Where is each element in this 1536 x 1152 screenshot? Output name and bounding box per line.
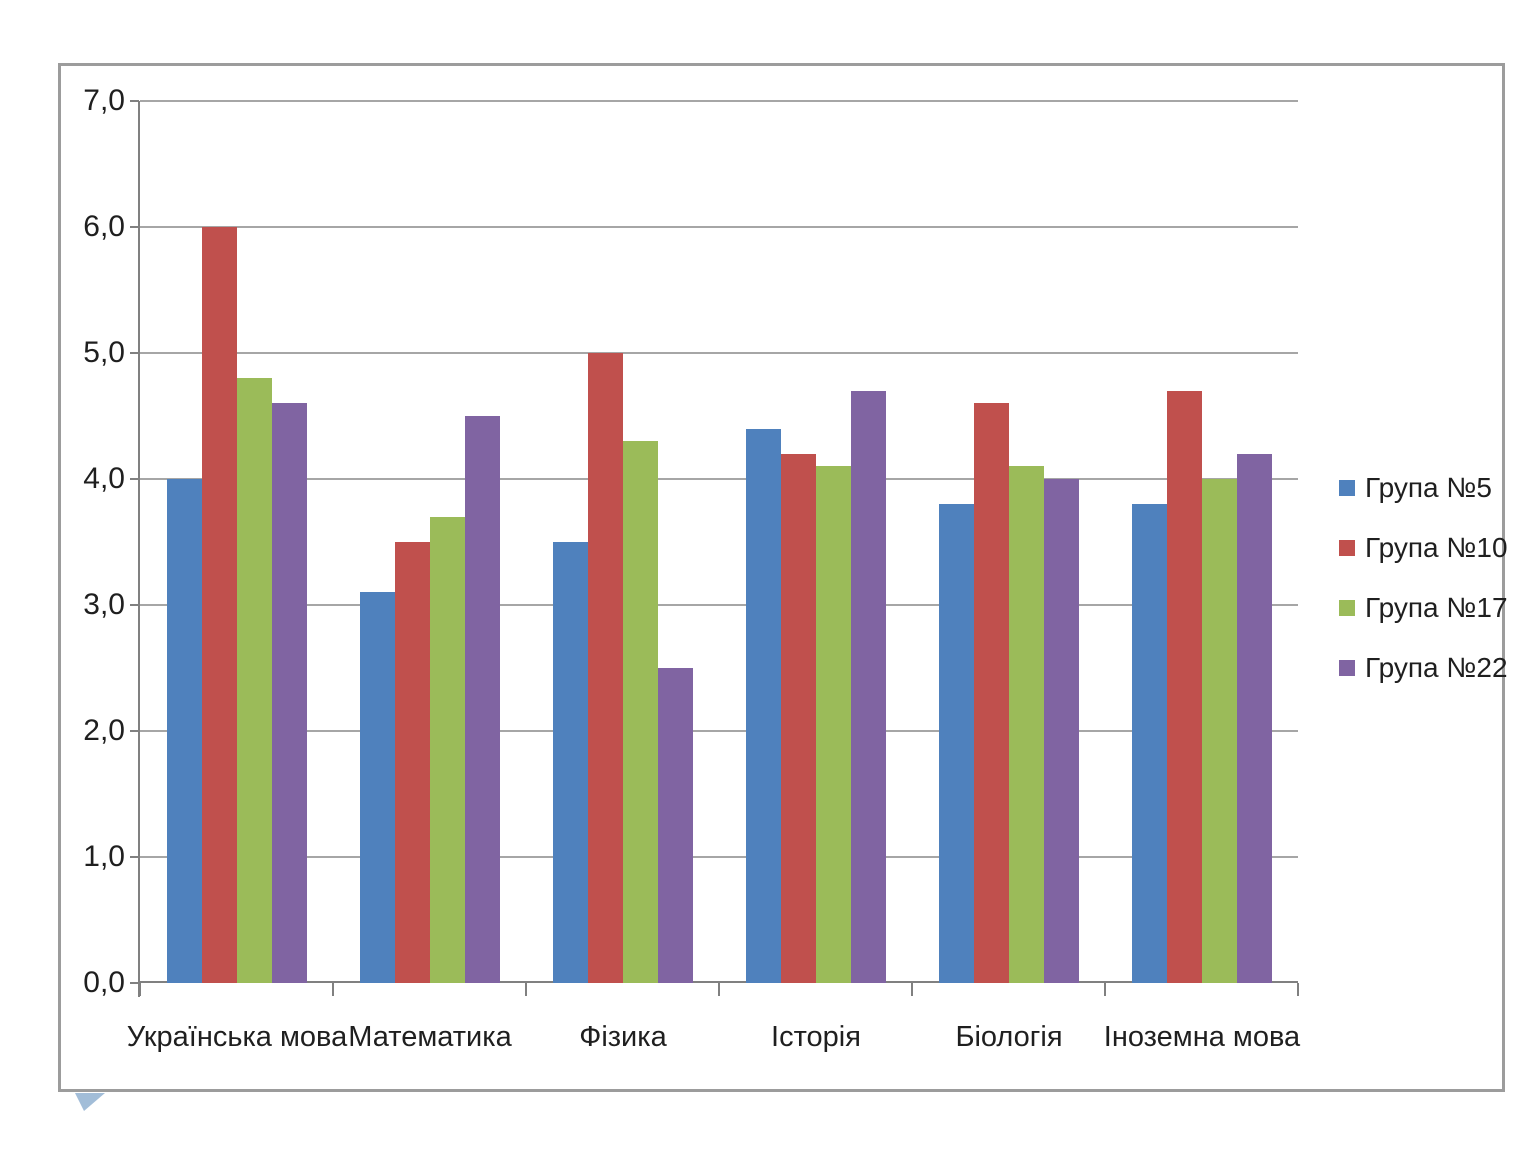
y-axis-tick <box>130 478 139 480</box>
x-axis-line <box>140 981 1298 983</box>
x-axis-tick <box>139 983 141 996</box>
legend-label: Група №5 <box>1365 472 1492 503</box>
gridline <box>140 352 1298 354</box>
legend-label: Група №17 <box>1365 592 1508 623</box>
bar-Група-№10-3 <box>588 353 623 983</box>
bar-Група-№5-1 <box>167 479 202 983</box>
y-axis-tick-label: 6,0 <box>83 210 125 243</box>
chart-frame: 0,0 1,0 2,0 3,0 4,0 5,0 6,0 7,0 Українська мова… <box>58 63 1508 1092</box>
y-axis-tick-label: 5,0 <box>83 336 125 369</box>
bar-Група-№5-6 <box>1132 504 1167 983</box>
y-axis-tick <box>130 226 139 228</box>
y-axis-tick <box>130 982 139 984</box>
x-axis-category-label: Фізика <box>579 1021 667 1053</box>
gridline <box>140 730 1298 732</box>
bar-Група-№22-5 <box>1044 479 1079 983</box>
bar-Група-№22-4 <box>851 390 886 983</box>
bar-Група-№5-3 <box>553 542 588 983</box>
gridline <box>140 478 1298 480</box>
bar-Група-№10-2 <box>395 542 430 983</box>
legend-item: Група №22 <box>1339 652 1508 683</box>
gridline <box>140 604 1298 606</box>
bar-Група-№10-5 <box>974 403 1009 983</box>
legend-swatch <box>1339 660 1355 676</box>
gridline <box>140 226 1298 228</box>
bar-Група-№10-6 <box>1167 390 1202 983</box>
legend-label: Група №10 <box>1365 532 1508 563</box>
x-axis-tick <box>911 983 913 996</box>
x-axis-tick <box>1104 983 1106 996</box>
y-axis-tick <box>130 100 139 102</box>
bar-Група-№22-6 <box>1237 453 1272 983</box>
y-axis-tick <box>130 730 139 732</box>
y-axis-tick-label: 7,0 <box>83 84 125 117</box>
gridline <box>140 100 1298 102</box>
bar-Група-№17-3 <box>623 441 658 983</box>
legend: Група №5 Група №10 Група №17 Група №22 <box>1339 472 1508 713</box>
y-axis-tick-label: 1,0 <box>83 840 125 873</box>
bar-Група-№17-4 <box>816 466 851 983</box>
y-axis-tick <box>130 856 139 858</box>
legend-label: Група №22 <box>1365 652 1508 683</box>
bar-Група-№5-5 <box>939 504 974 983</box>
x-axis-tick <box>525 983 527 996</box>
y-axis-tick-label: 0,0 <box>83 966 125 999</box>
y-axis-tick <box>130 352 139 354</box>
plot-area <box>130 100 1299 997</box>
bar-Група-№10-1 <box>202 227 237 983</box>
bar-Група-№17-1 <box>237 378 272 983</box>
legend-item: Група №17 <box>1339 592 1508 623</box>
y-axis-tick-label: 2,0 <box>83 714 125 747</box>
gridline <box>140 856 1298 858</box>
y-axis-tick-label: 3,0 <box>83 588 125 621</box>
legend-swatch <box>1339 600 1355 616</box>
x-axis-category-label: Іноземна мова <box>1103 1021 1301 1053</box>
bar-Група-№22-3 <box>658 668 693 983</box>
bar-Група-№17-6 <box>1202 479 1237 983</box>
x-axis-category-label: Історія <box>771 1021 861 1053</box>
x-axis-category-label: Математика <box>348 1021 512 1053</box>
legend-item: Група №10 <box>1339 532 1508 563</box>
x-axis-tick <box>718 983 720 996</box>
legend-item: Група №5 <box>1339 472 1508 503</box>
x-axis-category-label: Українська мова <box>126 1021 348 1053</box>
legend-swatch <box>1339 480 1355 496</box>
y-axis-tick-label: 4,0 <box>83 462 125 495</box>
x-axis-tick <box>332 983 334 996</box>
x-axis-category-label: Біологія <box>955 1021 1063 1053</box>
bar-Група-№22-1 <box>272 403 307 983</box>
bar-Група-№17-2 <box>430 516 465 983</box>
y-axis-line <box>138 101 140 997</box>
bar-Група-№10-4 <box>781 453 816 983</box>
y-axis-tick <box>130 604 139 606</box>
bar-Група-№5-4 <box>746 428 781 983</box>
legend-swatch <box>1339 540 1355 556</box>
corner-triangle-decoration <box>75 1093 105 1111</box>
bar-Група-№5-2 <box>360 592 395 983</box>
x-axis-tick <box>1297 983 1299 996</box>
bar-Група-№22-2 <box>465 416 500 983</box>
bar-Група-№17-5 <box>1009 466 1044 983</box>
